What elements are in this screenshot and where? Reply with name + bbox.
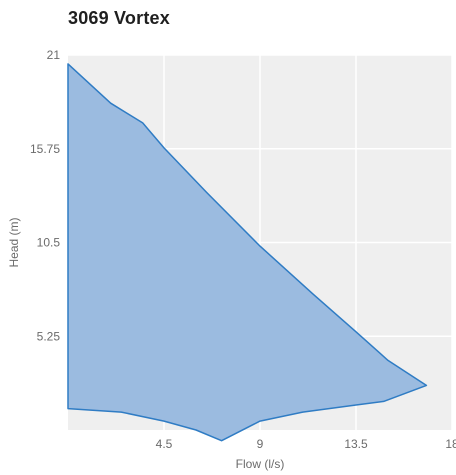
- x-axis-label: Flow (l/s): [236, 457, 285, 471]
- y-tick-label: 5.25: [37, 329, 61, 343]
- x-tick-label: 9: [257, 437, 264, 451]
- y-tick-label: 15.75: [30, 142, 60, 156]
- y-axis-label: Head (m): [7, 217, 21, 267]
- tick-labels: 4.5 9 13.5 18 21 15.75 10.5 5.25: [30, 48, 456, 451]
- chart-title: 3069 Vortex: [68, 8, 170, 28]
- operating-range-area: [67, 63, 428, 442]
- y-tick-label: 21: [47, 48, 61, 62]
- x-tick-label: 13.5: [344, 437, 368, 451]
- x-tick-label: 4.5: [156, 437, 173, 451]
- x-tick-label: 18: [445, 437, 456, 451]
- y-tick-label: 10.5: [37, 236, 61, 250]
